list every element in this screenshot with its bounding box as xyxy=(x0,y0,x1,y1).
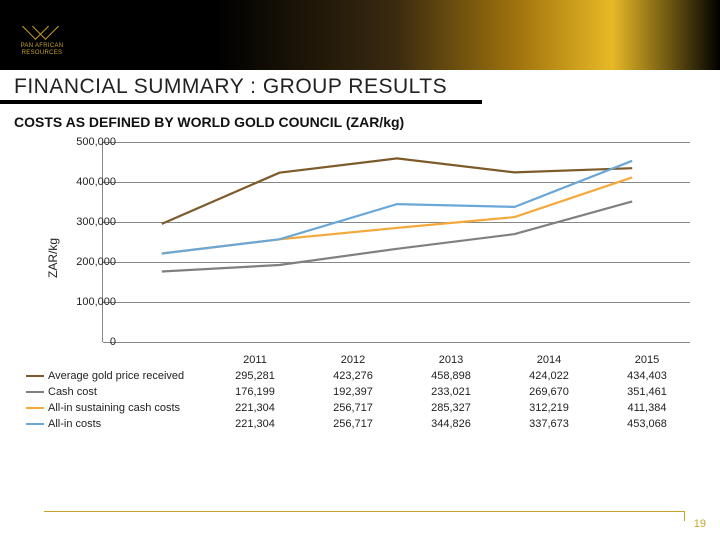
logo-icon xyxy=(26,15,58,41)
legend-swatch xyxy=(26,423,44,425)
series-label-text: All-in sustaining cash costs xyxy=(48,402,180,414)
page-title: FINANCIAL SUMMARY : GROUP RESULTS xyxy=(14,75,447,99)
series-line xyxy=(162,158,632,224)
table-row: All-in costs 221,304256,717344,826337,673… xyxy=(26,416,696,432)
table-cell: 423,276 xyxy=(304,370,402,382)
table-cell: 453,068 xyxy=(598,418,696,430)
y-tick-label: 500,000 xyxy=(46,136,116,148)
series-line xyxy=(162,201,632,271)
table-header-cell: 2014 xyxy=(500,354,598,366)
legend-swatch xyxy=(26,407,44,409)
series-label-text: All-in costs xyxy=(48,418,101,430)
y-tick-label: 400,000 xyxy=(46,176,116,188)
footer-rule xyxy=(44,511,684,512)
table-cell: 221,304 xyxy=(206,402,304,414)
series-label-text: Cash cost xyxy=(48,386,97,398)
table-header-cell: 2013 xyxy=(402,354,500,366)
table-header-row: 20112012201320142015 xyxy=(26,352,696,368)
series-label: Cash cost xyxy=(26,386,206,398)
table-cell: 295,281 xyxy=(206,370,304,382)
legend-swatch xyxy=(26,391,44,393)
y-tick-label: 300,000 xyxy=(46,216,116,228)
plot-region xyxy=(102,142,690,342)
series-label: All-in costs xyxy=(26,418,206,430)
table-cell: 411,384 xyxy=(598,402,696,414)
table-cell: 344,826 xyxy=(402,418,500,430)
legend-data-table: 20112012201320142015 Average gold price … xyxy=(26,352,696,432)
table-row: All-in sustaining cash costs 221,304256,7… xyxy=(26,400,696,416)
table-row: Cash cost 176,199192,397233,021269,670351… xyxy=(26,384,696,400)
table-cell: 176,199 xyxy=(206,386,304,398)
series-label: All-in sustaining cash costs xyxy=(26,402,206,414)
y-tick-label: 100,000 xyxy=(46,296,116,308)
table-cell: 256,717 xyxy=(304,418,402,430)
line-chart-svg xyxy=(103,142,691,342)
subtitle: COSTS AS DEFINED BY WORLD GOLD COUNCIL (… xyxy=(0,104,720,134)
table-header-cell: 2012 xyxy=(304,354,402,366)
table-row: Average gold price received 295,281423,27… xyxy=(26,368,696,384)
table-cell: 285,327 xyxy=(402,402,500,414)
table-cell: 424,022 xyxy=(500,370,598,382)
y-tick-label: 200,000 xyxy=(46,256,116,268)
table-header-cell: 2011 xyxy=(206,354,304,366)
company-logo: PAN AFRICANRESOURCES xyxy=(14,8,70,64)
chart-area: ZAR/kg 0100,000200,000300,000400,000500,… xyxy=(10,134,710,454)
header-band: PAN AFRICANRESOURCES xyxy=(0,0,720,70)
table-cell: 256,717 xyxy=(304,402,402,414)
table-cell: 312,219 xyxy=(500,402,598,414)
table-cell: 458,898 xyxy=(402,370,500,382)
table-cell: 233,021 xyxy=(402,386,500,398)
table-cell: 351,461 xyxy=(598,386,696,398)
table-cell: 269,670 xyxy=(500,386,598,398)
table-cell: 192,397 xyxy=(304,386,402,398)
table-header-cell: 2015 xyxy=(598,354,696,366)
table-cell: 337,673 xyxy=(500,418,598,430)
legend-swatch xyxy=(26,375,44,377)
table-cell: 434,403 xyxy=(598,370,696,382)
series-label: Average gold price received xyxy=(26,370,206,382)
title-bar: FINANCIAL SUMMARY : GROUP RESULTS xyxy=(0,70,720,104)
table-cell: 221,304 xyxy=(206,418,304,430)
y-tick-label: 0 xyxy=(46,336,116,348)
gridline xyxy=(103,342,690,343)
series-line xyxy=(162,161,632,254)
logo-text: PAN AFRICANRESOURCES xyxy=(21,43,64,57)
page-number: 19 xyxy=(694,518,706,530)
series-label-text: Average gold price received xyxy=(48,370,184,382)
